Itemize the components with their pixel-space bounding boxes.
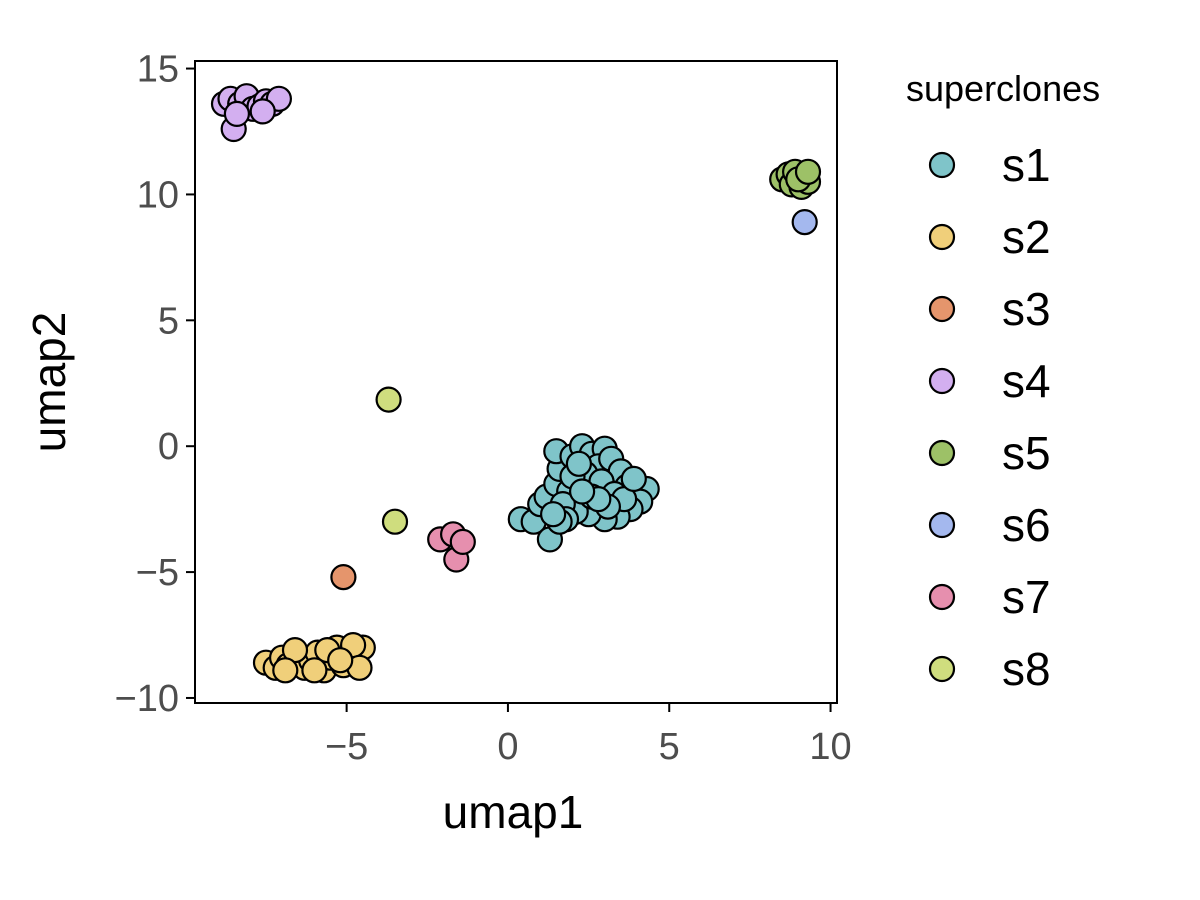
data-point-s2 (301, 657, 328, 684)
data-point-s2 (327, 647, 354, 674)
legend-items: s1 s2 s3 s4 s5 s6 s7 s8 (928, 139, 1051, 695)
legend-label-s1: s1 (1002, 139, 1051, 191)
series-s7 (427, 521, 476, 573)
data-point-s1 (565, 450, 593, 477)
legend-item-s3: s3 (928, 283, 1051, 335)
data-point-s8 (381, 508, 409, 535)
legend-key-s6 (928, 511, 956, 539)
data-point-s5 (794, 158, 822, 185)
legend-item-s8: s8 (928, 643, 1051, 695)
legend-key-s3 (928, 295, 956, 323)
legend-label-s8: s8 (1002, 643, 1051, 695)
legend: superclones s1 s2 s3 s4 s5 s6 s7 s8 (906, 68, 1100, 695)
series-s4 (210, 83, 292, 143)
data-point-s4 (249, 98, 276, 125)
y-tick-label: 10 (137, 174, 179, 216)
y-tick-label: 5 (158, 300, 179, 342)
series-s2 (252, 631, 376, 684)
data-point-s7 (449, 528, 476, 556)
legend-label-s7: s7 (1002, 571, 1051, 623)
data-point-s8 (375, 386, 402, 413)
legend-item-s5: s5 (928, 427, 1051, 479)
series-s5 (769, 158, 822, 200)
series-s1 (507, 433, 660, 553)
data-point-s1 (620, 465, 647, 492)
legend-key-s5 (928, 439, 956, 467)
legend-label-s6: s6 (1002, 499, 1051, 551)
legend-item-s4: s4 (928, 355, 1051, 407)
data-point-s1 (568, 478, 596, 505)
data-point-s4 (223, 100, 250, 128)
x-tick-label: 10 (809, 726, 851, 768)
data-point-s2 (272, 657, 299, 684)
series-s6 (791, 209, 818, 236)
y-axis: −10 −5 0 5 10 15 (115, 49, 195, 720)
x-tick-label: 5 (659, 726, 680, 768)
data-point-s3 (330, 563, 357, 591)
y-axis-title: umap2 (23, 312, 75, 453)
legend-label-s2: s2 (1002, 211, 1051, 263)
x-axis-title: umap1 (443, 786, 584, 838)
y-tick-label: −10 (115, 678, 179, 720)
plot-panel-border (194, 60, 838, 704)
legend-key-s2 (928, 223, 956, 251)
x-tick-label: 0 (497, 726, 518, 768)
data-point-s1 (539, 501, 567, 528)
x-tick-label: −5 (325, 726, 368, 768)
points-layer (210, 83, 822, 684)
legend-key-s1 (928, 151, 956, 179)
y-tick-label: −5 (136, 552, 179, 594)
legend-label-s3: s3 (1002, 283, 1051, 335)
legend-item-s7: s7 (928, 571, 1051, 623)
y-tick-label: 15 (137, 49, 179, 91)
legend-key-s8 (928, 655, 956, 683)
series-s3 (330, 563, 357, 591)
legend-title: superclones (906, 68, 1100, 109)
data-point-s6 (791, 209, 818, 236)
legend-key-s7 (928, 583, 956, 611)
legend-key-s4 (928, 367, 956, 395)
y-tick-label: 0 (158, 426, 179, 468)
legend-item-s1: s1 (928, 139, 1051, 191)
legend-item-s2: s2 (928, 211, 1051, 263)
x-axis: −5 0 5 10 (325, 703, 852, 768)
legend-item-s6: s6 (928, 499, 1051, 551)
series-s8 (375, 386, 409, 535)
legend-label-s4: s4 (1002, 355, 1051, 407)
legend-label-s5: s5 (1002, 427, 1051, 479)
